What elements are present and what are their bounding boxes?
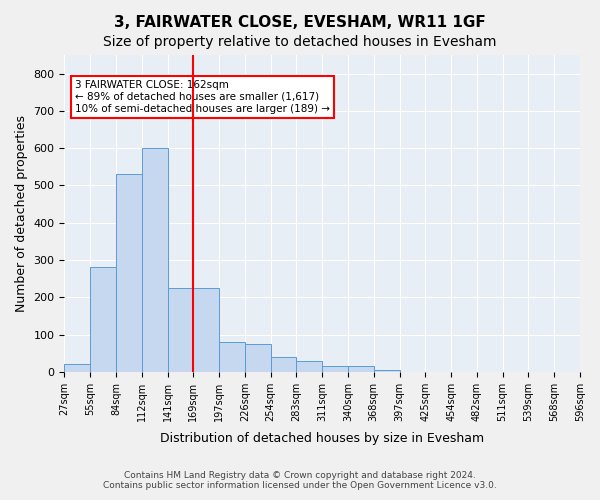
Text: Contains HM Land Registry data © Crown copyright and database right 2024.
Contai: Contains HM Land Registry data © Crown c… (103, 470, 497, 490)
Bar (116, 174, 142, 372)
X-axis label: Distribution of detached houses by size in Evesham: Distribution of detached houses by size … (160, 432, 484, 445)
Bar (374, 370, 400, 372)
Bar (245, 344, 271, 372)
Text: Size of property relative to detached houses in Evesham: Size of property relative to detached ho… (103, 35, 497, 49)
Bar (271, 357, 296, 372)
Bar (167, 288, 193, 372)
Bar (296, 360, 322, 372)
Bar (348, 366, 374, 372)
Bar (64, 364, 90, 372)
Bar (322, 366, 348, 372)
Text: 3 FAIRWATER CLOSE: 162sqm
← 89% of detached houses are smaller (1,617)
10% of se: 3 FAIRWATER CLOSE: 162sqm ← 89% of detac… (75, 80, 330, 114)
Bar (142, 148, 167, 372)
Y-axis label: Number of detached properties: Number of detached properties (15, 115, 28, 312)
Text: 3, FAIRWATER CLOSE, EVESHAM, WR11 1GF: 3, FAIRWATER CLOSE, EVESHAM, WR11 1GF (114, 15, 486, 30)
Bar (219, 342, 245, 372)
Bar (193, 288, 219, 372)
Bar (90, 268, 116, 372)
